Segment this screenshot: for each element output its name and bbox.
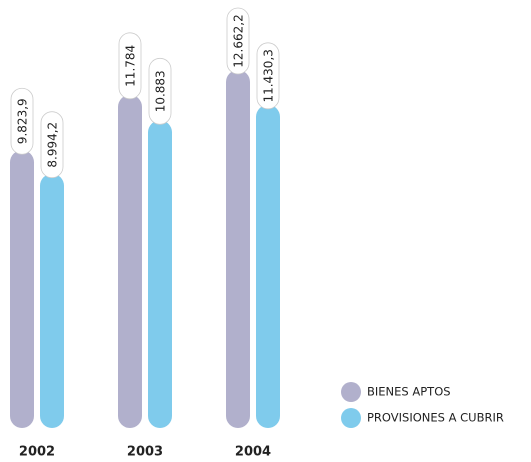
value-label: 10.883 xyxy=(154,70,168,112)
legend-label: PROVISIONES A CUBRIR xyxy=(367,411,504,425)
value-label-bg xyxy=(256,42,280,110)
bar xyxy=(256,104,280,429)
value-label-bg xyxy=(40,111,64,179)
x-tick-label: 2003 xyxy=(127,445,163,460)
x-tick-label: 2004 xyxy=(235,445,271,460)
legend-label: BIENES APTOS xyxy=(367,385,451,399)
legend-swatch xyxy=(341,408,361,428)
value-label-bg xyxy=(226,7,250,75)
value-label: 11.784 xyxy=(124,45,138,87)
bar xyxy=(226,70,250,428)
value-label: 12.662,2 xyxy=(232,14,246,67)
x-tick-label: 2002 xyxy=(19,445,55,460)
bar xyxy=(10,150,34,428)
value-label-bg xyxy=(10,87,34,155)
value-label: 11.430,3 xyxy=(262,49,276,102)
value-label: 8.994,2 xyxy=(46,122,60,168)
value-label-bg xyxy=(148,57,172,125)
bar xyxy=(40,173,64,428)
value-label-bg xyxy=(118,32,142,100)
bar xyxy=(148,120,172,428)
value-label: 9.823,9 xyxy=(16,98,30,144)
legend-swatch xyxy=(341,382,361,402)
bar xyxy=(118,94,142,428)
